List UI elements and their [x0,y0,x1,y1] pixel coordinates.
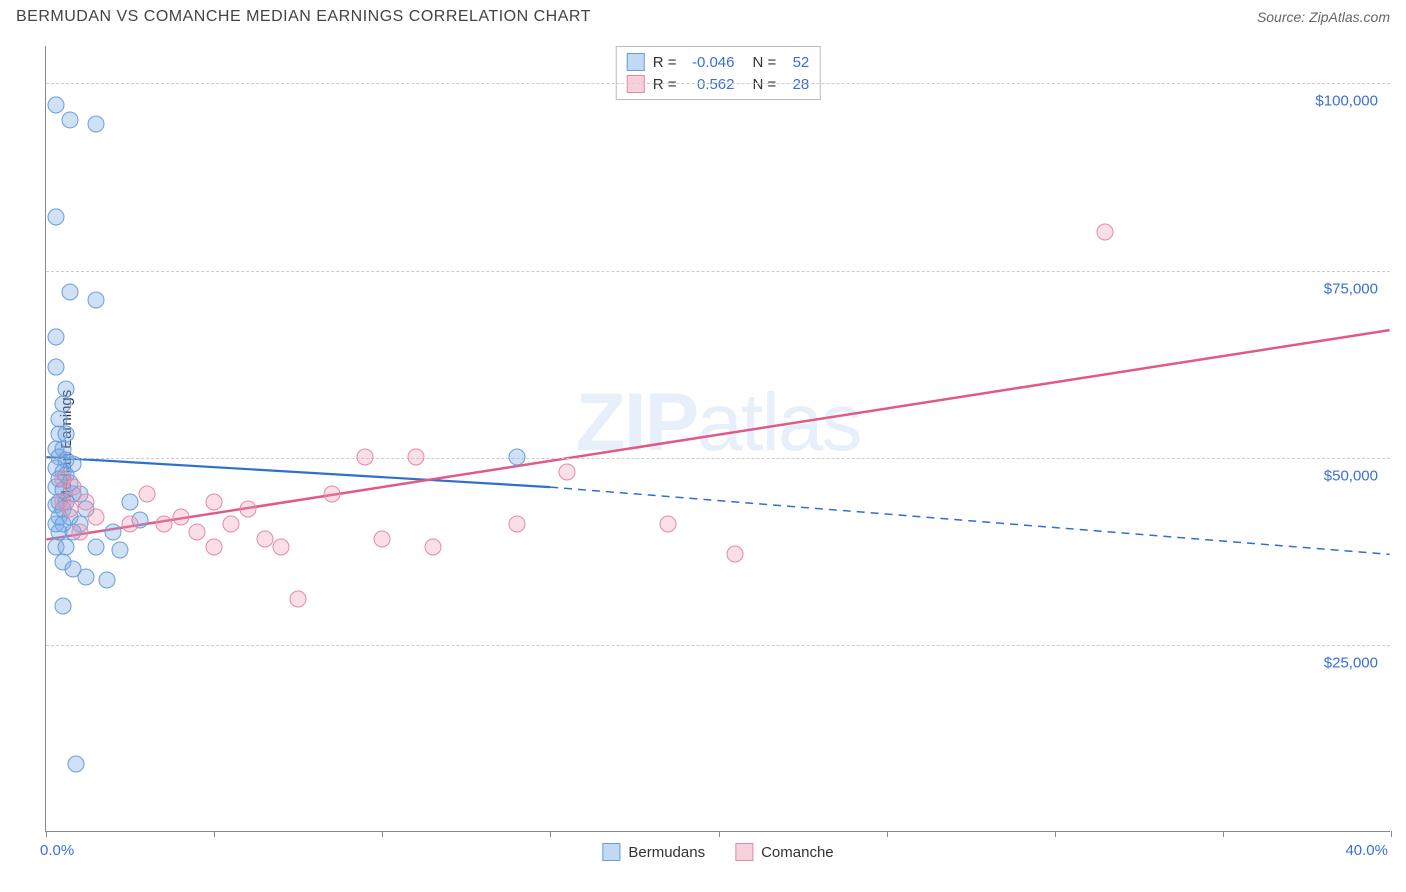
scatter-point-blue [54,598,71,615]
gridline [46,83,1390,84]
scatter-point-pink [273,538,290,555]
scatter-point-pink [78,493,95,510]
scatter-point-pink [256,531,273,548]
x-tick [46,831,47,837]
gridline [46,458,1390,459]
page-title: BERMUDAN VS COMANCHE MEDIAN EARNINGS COR… [16,8,591,26]
legend-item-bermudans: Bermudans [602,843,705,861]
scatter-point-pink [660,516,677,533]
scatter-point-blue [122,493,139,510]
x-tick [1391,831,1392,837]
scatter-point-pink [222,516,239,533]
scatter-point-pink [122,516,139,533]
scatter-point-pink [357,448,374,465]
scatter-point-pink [206,493,223,510]
y-tick-label: $75,000 [1324,280,1378,297]
correlation-legend: R = -0.046 N = 52 R = 0.562 N = 28 [616,46,821,100]
scatter-point-blue [88,115,105,132]
n-value-blue: 52 [784,54,809,71]
scatter-point-blue [88,291,105,308]
scatter-point-pink [138,486,155,503]
x-tick [719,831,720,837]
scatter-point-blue [111,542,128,559]
scatter-point-pink [1097,224,1114,241]
x-tick [1223,831,1224,837]
legend-row-bermudans: R = -0.046 N = 52 [627,51,810,73]
scatter-point-pink [374,531,391,548]
gridline [46,645,1390,646]
scatter-point-blue [78,568,95,585]
swatch-blue-icon [602,843,620,861]
x-tick [887,831,888,837]
scatter-point-pink [189,523,206,540]
scatter-point-pink [727,546,744,563]
scatter-point-blue [98,572,115,589]
scatter-chart: ZIPatlas R = -0.046 N = 52 R = 0.562 N =… [45,46,1390,832]
scatter-point-blue [48,209,65,226]
scatter-point-blue [61,111,78,128]
r-value-blue: -0.046 [685,54,735,71]
gridline [46,271,1390,272]
scatter-point-blue [88,538,105,555]
y-tick-label: $50,000 [1324,467,1378,484]
scatter-point-blue [508,448,525,465]
scatter-point-blue [68,755,85,772]
scatter-point-blue [48,358,65,375]
scatter-point-pink [407,448,424,465]
trend-lines [46,46,1390,831]
scatter-point-pink [323,486,340,503]
scatter-point-pink [290,590,307,607]
y-tick-label: $25,000 [1324,654,1378,671]
x-tick [550,831,551,837]
scatter-point-pink [206,538,223,555]
scatter-point-pink [424,538,441,555]
scatter-point-blue [48,96,65,113]
scatter-point-pink [64,478,81,495]
swatch-blue-icon [627,53,645,71]
scatter-point-blue [48,328,65,345]
scatter-point-pink [155,516,172,533]
x-max-label: 40.0% [1345,842,1388,859]
x-tick [382,831,383,837]
scatter-point-pink [172,508,189,525]
swatch-pink-icon [735,843,753,861]
x-min-label: 0.0% [40,842,74,859]
scatter-point-pink [239,501,256,518]
scatter-point-pink [71,523,88,540]
series-legend: Bermudans Comanche [602,843,833,861]
y-tick-label: $100,000 [1315,93,1378,110]
x-tick [1055,831,1056,837]
x-tick [214,831,215,837]
watermark: ZIPatlas [576,376,861,470]
scatter-point-pink [61,501,78,518]
scatter-point-pink [508,516,525,533]
scatter-point-pink [88,508,105,525]
source-attribution: Source: ZipAtlas.com [1257,9,1390,25]
scatter-point-pink [559,463,576,480]
legend-item-comanche: Comanche [735,843,834,861]
scatter-point-blue [105,523,122,540]
scatter-point-blue [61,284,78,301]
